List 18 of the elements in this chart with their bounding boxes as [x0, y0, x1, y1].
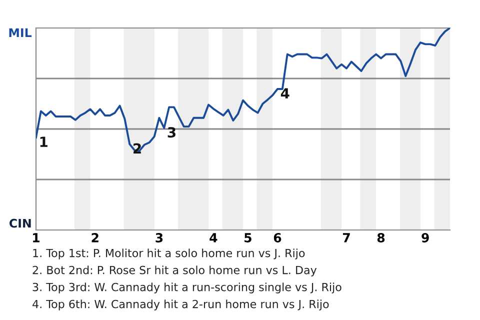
x-tick-label: 5 — [244, 233, 252, 242]
x-tick-label: 9 — [422, 233, 429, 242]
annotation: 3 — [168, 127, 176, 138]
text: CIN — [10, 218, 31, 228]
x-tick-label: 2 — [92, 233, 98, 242]
x-tick-label: 7 — [342, 233, 350, 242]
x-tick-label: 8 — [377, 233, 385, 242]
annotation: 1 — [40, 136, 48, 147]
text: 1. Top 1st: P. Molitor hit a solo home run vs J. Rijo — [33, 248, 305, 260]
text: 4. Top 6th: W. Cannady hit a 2-run home run vs J. Rijo — [32, 300, 329, 310]
text: 3. Top 3rd: W. Cannady hit a run-scoring single vs J. Rijo — [32, 282, 342, 294]
text: MIL — [9, 28, 32, 37]
x-tick-label: 4 — [210, 233, 218, 242]
x-tick-label: 1 — [33, 233, 40, 242]
x-tick-label: 3 — [156, 233, 163, 242]
text: 2. Bot 2nd: P. Rose Sr hit a solo home run vs L. Day — [32, 266, 317, 276]
annotation: 4 — [280, 88, 290, 98]
x-tick-label: 6 — [274, 233, 282, 242]
